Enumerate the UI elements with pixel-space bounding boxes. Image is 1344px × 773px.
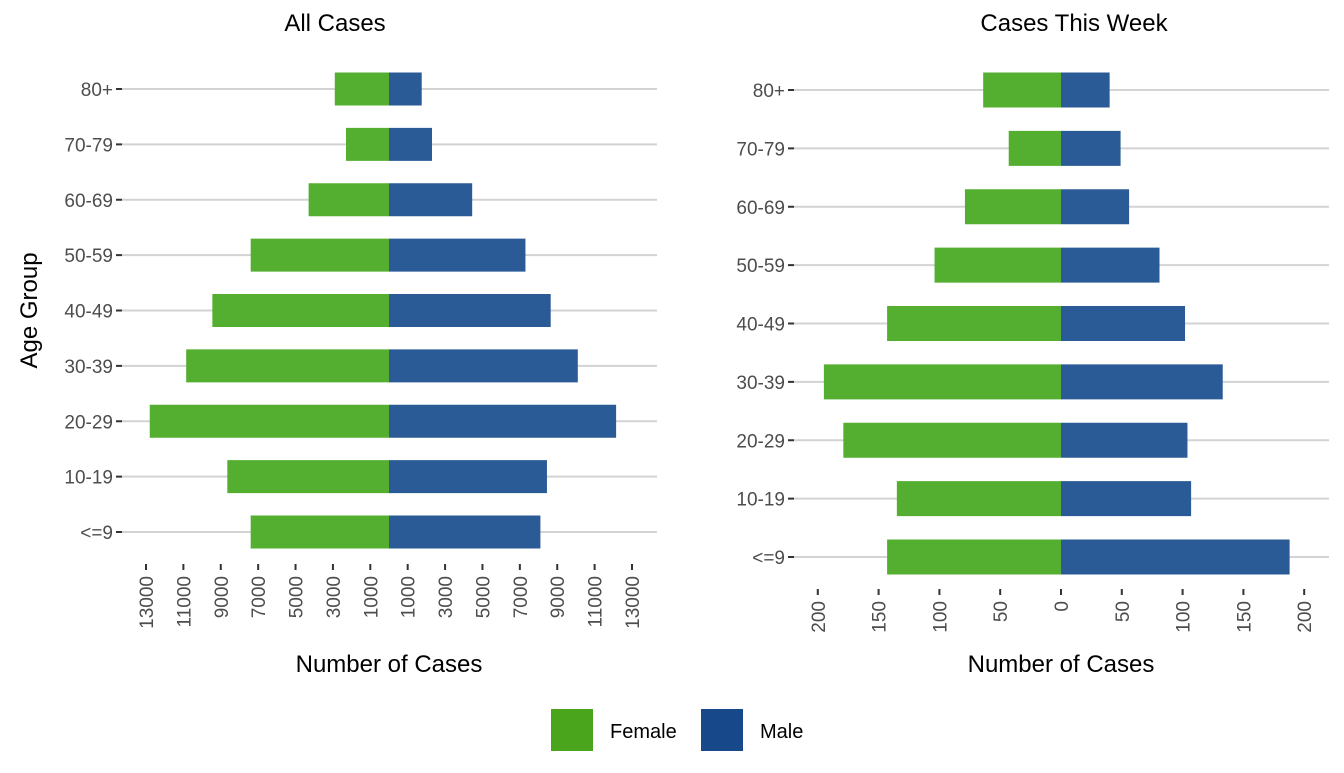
bar-male-7079 bbox=[389, 127, 432, 161]
bar-male-80+ bbox=[389, 72, 422, 106]
y-tick-label: 70-79 bbox=[736, 139, 785, 160]
x-tick-label: 150 bbox=[870, 601, 891, 633]
bar-female-9 bbox=[250, 515, 389, 549]
y-tick-label: 30-39 bbox=[64, 357, 113, 378]
x-axis-title: Number of Cases bbox=[296, 651, 483, 678]
chart-title: All Cases bbox=[284, 10, 385, 37]
bars bbox=[149, 72, 617, 549]
y-tick-label: 40-49 bbox=[64, 302, 113, 323]
bar-female-2029 bbox=[149, 404, 389, 438]
x-tick-label: 13000 bbox=[137, 576, 158, 629]
x-tick-label: 50 bbox=[991, 601, 1012, 622]
y-tick-label: 50-59 bbox=[64, 246, 113, 267]
legend-label-female: Female bbox=[610, 721, 677, 743]
x-tick-label: 9000 bbox=[548, 576, 569, 618]
bar-female-3039 bbox=[823, 364, 1061, 400]
bar-female-4049 bbox=[212, 294, 389, 327]
bar-female-7079 bbox=[346, 127, 389, 161]
bar-female-3039 bbox=[186, 349, 389, 383]
bar-female-6069 bbox=[964, 189, 1061, 225]
y-axis-title: Age Group bbox=[16, 252, 43, 368]
x-tick-label: 7000 bbox=[249, 576, 270, 618]
bar-male-1019 bbox=[389, 460, 547, 494]
chart-cases-this-week: Cases This Week Number of Cases <=9 10-19… bbox=[736, 10, 1329, 678]
chart-all-cases: All Cases Number of Cases Age Group <=9 1… bbox=[16, 10, 657, 678]
x-tick-label: 100 bbox=[1174, 601, 1195, 633]
x-tick-label: 1000 bbox=[399, 576, 420, 618]
x-tick-label: 150 bbox=[1234, 601, 1255, 633]
bar-male-9 bbox=[389, 515, 541, 549]
bar-female-6069 bbox=[308, 183, 389, 217]
legend: Female Male bbox=[551, 709, 803, 751]
y-tick-label: 20-29 bbox=[736, 431, 785, 452]
x-axis-title: Number of Cases bbox=[968, 651, 1155, 678]
y-tick-label: 10-19 bbox=[736, 490, 785, 511]
bar-female-9 bbox=[887, 539, 1061, 575]
bar-male-1019 bbox=[1061, 481, 1192, 517]
bars bbox=[823, 72, 1290, 575]
bar-male-5059 bbox=[389, 238, 526, 272]
x-tick-label: 50 bbox=[1113, 601, 1134, 622]
x-tick-label: 1000 bbox=[361, 576, 382, 618]
chart-title: Cases This Week bbox=[980, 10, 1168, 37]
bar-male-5059 bbox=[1061, 247, 1160, 283]
y-tick-label: 50-59 bbox=[736, 256, 785, 277]
y-tick-label: 80+ bbox=[753, 81, 785, 102]
y-tick-label: 20-29 bbox=[64, 412, 113, 433]
x-tick-label: 0 bbox=[1052, 601, 1073, 612]
bar-female-80+ bbox=[983, 72, 1061, 108]
x-tick-label: 11000 bbox=[586, 576, 607, 627]
bar-male-2029 bbox=[389, 404, 617, 438]
x-tick-label: 5000 bbox=[473, 576, 494, 618]
y-tick-label: 80+ bbox=[81, 80, 113, 101]
bar-female-1019 bbox=[896, 481, 1061, 517]
y-tick-label: 30-39 bbox=[736, 373, 785, 394]
bar-male-3039 bbox=[389, 349, 578, 383]
bar-female-5059 bbox=[250, 238, 389, 272]
legend-swatch-female bbox=[551, 709, 593, 751]
x-tick-label: 200 bbox=[809, 601, 830, 633]
x-tick-label: 7000 bbox=[511, 576, 532, 618]
y-tick-label: 70-79 bbox=[64, 135, 113, 156]
x-tick-label: 9000 bbox=[212, 576, 233, 618]
bar-female-5059 bbox=[934, 247, 1061, 283]
bar-male-6069 bbox=[1061, 189, 1130, 225]
bar-male-9 bbox=[1061, 539, 1290, 575]
y-tick-label: 40-49 bbox=[736, 315, 785, 336]
bar-male-80+ bbox=[1061, 72, 1110, 108]
x-tick-label: 3000 bbox=[436, 576, 457, 618]
y-tick-label: 10-19 bbox=[64, 468, 113, 489]
y-tick-label: <=9 bbox=[752, 548, 785, 569]
bar-female-4049 bbox=[887, 306, 1061, 341]
y-tick-label: 60-69 bbox=[736, 198, 785, 219]
y-axis: <=9 10-19 20-29 30-39 40-49 50-59 60-69 70-79 80… bbox=[736, 81, 794, 569]
x-axis: 13000 11000 9000 7000 5000 3000 1000 1000 3000 50… bbox=[137, 564, 644, 629]
x-tick-label: 5000 bbox=[287, 576, 308, 618]
bar-female-2029 bbox=[843, 422, 1061, 458]
y-axis: <=9 10-19 20-29 30-39 40-49 50-59 60-69 70-79 80… bbox=[64, 80, 122, 544]
bar-female-1019 bbox=[227, 460, 389, 494]
bar-male-4049 bbox=[1061, 306, 1186, 341]
x-axis: 200 150 100 50 0 50 100 150 200 bbox=[809, 589, 1316, 633]
legend-label-male: Male bbox=[760, 721, 803, 743]
legend-swatch-male bbox=[701, 709, 743, 751]
bar-male-7079 bbox=[1061, 130, 1121, 166]
x-tick-label: 200 bbox=[1295, 601, 1316, 633]
x-tick-label: 3000 bbox=[324, 576, 345, 618]
x-tick-label: 100 bbox=[930, 601, 951, 633]
bar-female-80+ bbox=[334, 72, 389, 106]
bar-male-4049 bbox=[389, 294, 551, 327]
bar-male-6069 bbox=[389, 183, 473, 217]
x-tick-label: 11000 bbox=[174, 576, 195, 627]
bar-male-2029 bbox=[1061, 422, 1188, 458]
bar-male-3039 bbox=[1061, 364, 1223, 400]
y-tick-label: 60-69 bbox=[64, 191, 113, 212]
x-tick-label: 13000 bbox=[623, 576, 644, 629]
bar-female-7079 bbox=[1008, 130, 1061, 166]
y-tick-label: <=9 bbox=[80, 523, 113, 544]
